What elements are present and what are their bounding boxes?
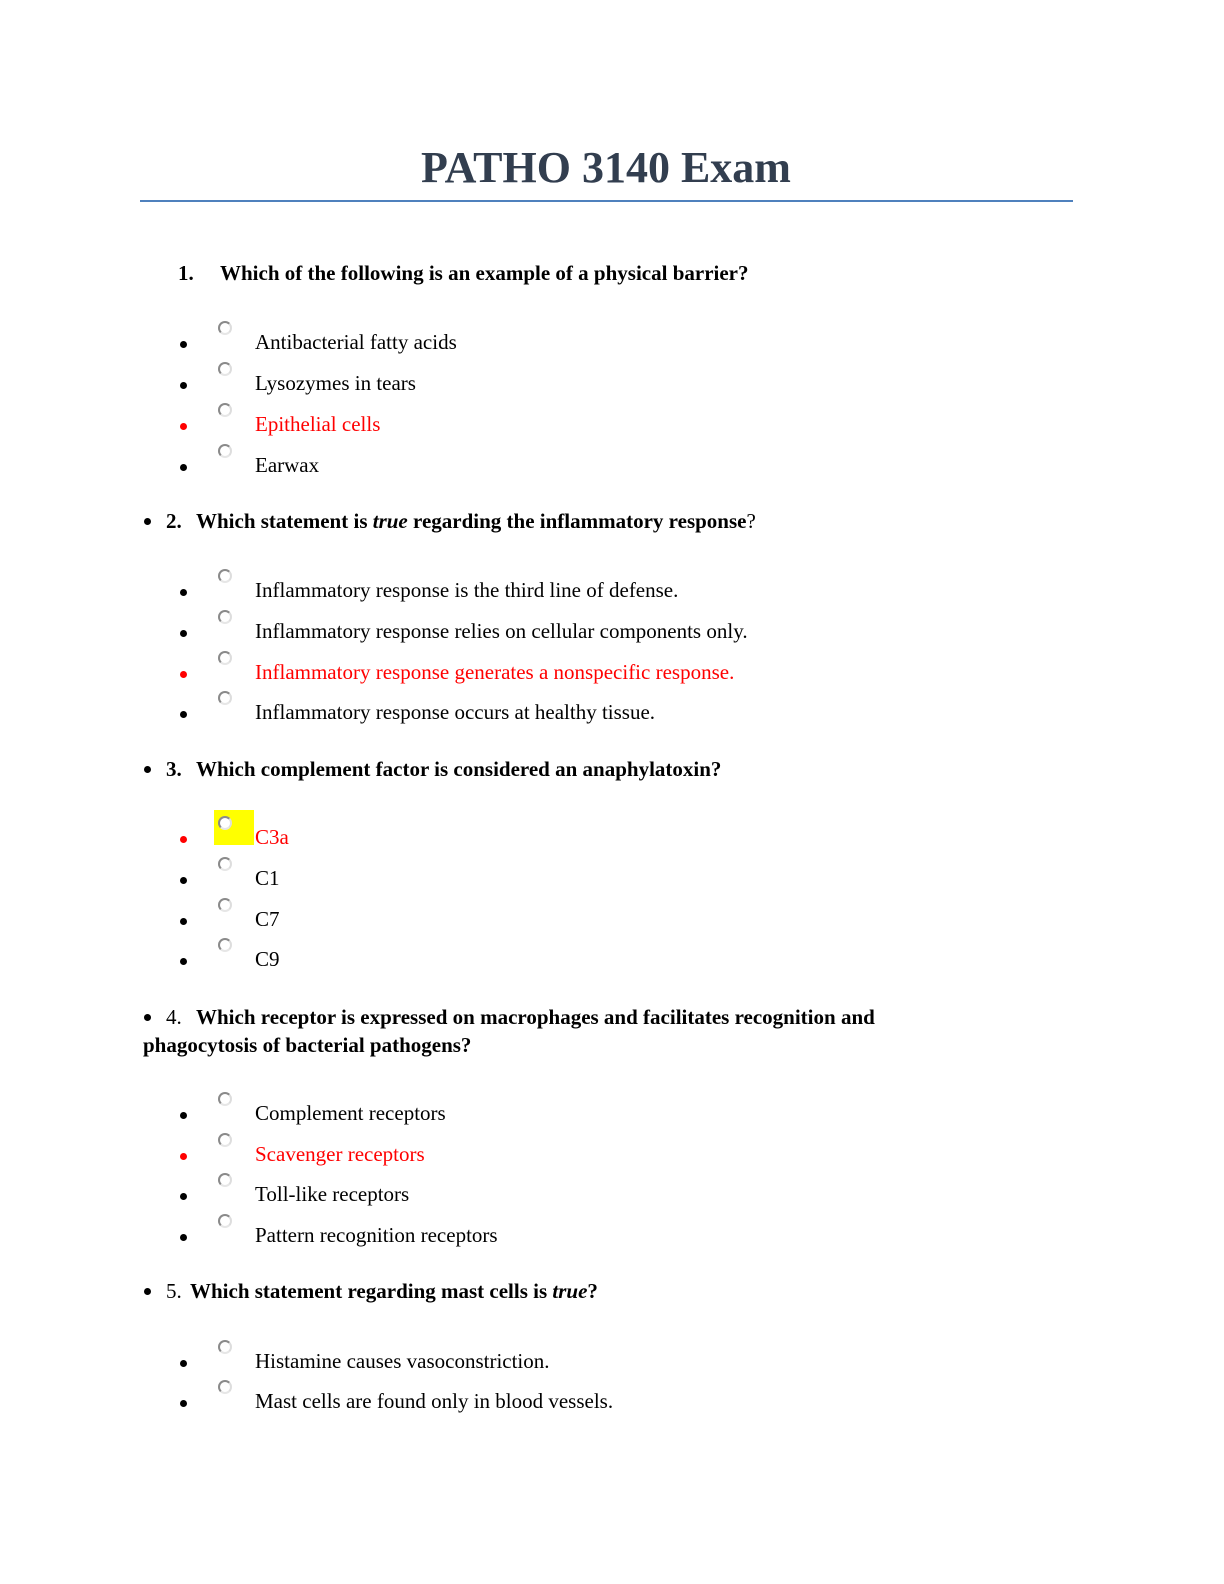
option-label: Complement receptors [255, 1101, 446, 1125]
option-bullet [180, 341, 187, 348]
option-label: C7 [255, 907, 280, 931]
question-4-text-line2: phagocytosis of bacterial pathogens? [143, 1033, 472, 1057]
option-bullet [180, 464, 187, 471]
option-label: Inflammatory response generates a nonspe… [255, 660, 735, 684]
option-label: Mast cells are found only in blood vesse… [255, 1389, 614, 1413]
question-1-number: 1. [178, 261, 194, 285]
question-3-number: 3. [166, 757, 182, 781]
option-bullet [180, 382, 187, 389]
option-bullet [180, 918, 187, 925]
option-label: Scavenger receptors [255, 1142, 425, 1166]
radio-button-icon[interactable] [218, 1092, 232, 1106]
q5-emph: true [552, 1279, 588, 1303]
radio-button-icon[interactable] [218, 444, 232, 458]
q5-text-a: Which statement regarding mast cells is [190, 1279, 553, 1303]
option-label: Inflammatory response occurs at healthy … [255, 700, 656, 724]
question-2-text: Which statement is true regarding the in… [196, 508, 756, 534]
radio-button-icon[interactable] [218, 857, 232, 871]
option-label: Earwax [255, 453, 320, 477]
radio-button-icon[interactable] [218, 1340, 232, 1354]
option-bullet [180, 877, 187, 884]
radio-button-icon[interactable] [218, 610, 232, 624]
option-bullet [180, 671, 187, 678]
option-bullet [180, 1400, 187, 1407]
option-label: C9 [255, 947, 280, 971]
radio-button-icon[interactable] [218, 362, 232, 376]
option-label: Histamine causes vasoconstriction. [255, 1349, 550, 1373]
page-title: PATHO 3140 Exam [421, 143, 791, 192]
option-bullet [180, 1112, 187, 1119]
option-bullet [180, 836, 187, 843]
question-1-text: Which of the following is an example of … [220, 261, 749, 285]
option-bullet [180, 1234, 187, 1241]
radio-button-icon[interactable] [218, 1133, 232, 1147]
question-4-number: 4. [166, 1005, 182, 1029]
option-bullet [180, 958, 187, 965]
option-bullet [180, 423, 187, 430]
option-bullet [180, 1153, 187, 1160]
option-label: C1 [255, 866, 280, 890]
radio-button-icon[interactable] [218, 651, 232, 665]
q2-text-a: Which statement is [196, 509, 373, 533]
question-bullet [144, 1288, 151, 1295]
option-bullet [180, 711, 187, 718]
option-bullet [180, 589, 187, 596]
option-bullet [180, 630, 187, 637]
radio-button-icon[interactable] [218, 1173, 232, 1187]
question-5-number: 5. [166, 1279, 182, 1303]
option-bullet [180, 1193, 187, 1200]
radio-button-icon[interactable] [218, 321, 232, 335]
radio-button-icon[interactable] [218, 403, 232, 417]
option-label: Antibacterial fatty acids [255, 330, 457, 354]
radio-button-icon[interactable] [218, 898, 232, 912]
q2-end: ? [746, 509, 756, 533]
question-5-text: Which statement regarding mast cells is … [190, 1278, 598, 1304]
radio-button-icon[interactable] [218, 816, 232, 830]
option-label: Inflammatory response relies on cellular… [255, 619, 748, 643]
option-label: Toll-like receptors [255, 1182, 410, 1206]
radio-button-icon[interactable] [218, 1380, 232, 1394]
option-label: Epithelial cells [255, 412, 381, 436]
question-3-text: Which complement factor is considered an… [196, 757, 722, 781]
question-2-number: 2. [166, 509, 182, 533]
option-label: C3a [255, 825, 289, 849]
q5-end: ? [587, 1279, 598, 1303]
option-label: Pattern recognition receptors [255, 1223, 498, 1247]
radio-button-icon[interactable] [218, 1214, 232, 1228]
question-bullet [144, 1014, 151, 1021]
option-label: Lysozymes in tears [255, 371, 416, 395]
option-label: Inflammatory response is the third line … [255, 578, 679, 602]
question-bullet [144, 518, 151, 525]
q2-text-b: regarding the inflammatory response [407, 509, 747, 533]
radio-button-icon[interactable] [218, 569, 232, 583]
radio-button-icon[interactable] [218, 691, 232, 705]
question-4-text-line1: Which receptor is expressed on macrophag… [196, 1005, 875, 1029]
question-bullet [144, 766, 151, 773]
q2-emph: true [372, 509, 408, 533]
title-divider [140, 200, 1073, 202]
option-bullet [180, 1360, 187, 1367]
radio-button-icon[interactable] [218, 938, 232, 952]
